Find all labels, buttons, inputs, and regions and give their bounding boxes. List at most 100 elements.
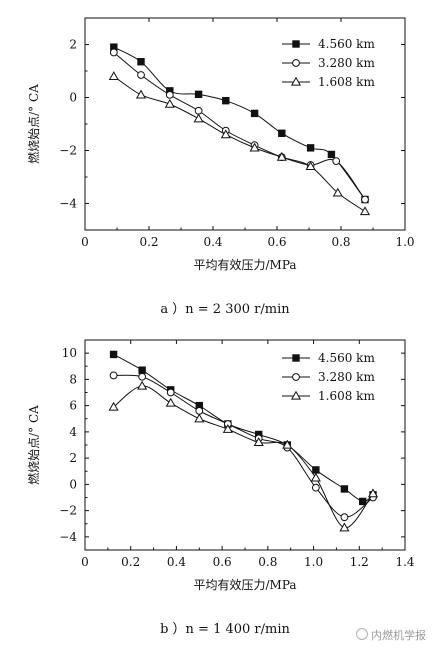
data-point <box>311 483 320 492</box>
data-point <box>137 380 148 390</box>
series-line <box>113 385 374 529</box>
data-point <box>222 424 233 433</box>
y-tick-label: 2 <box>69 38 77 52</box>
data-point <box>164 98 175 108</box>
x-axis-label: 平均有效压力/MPa <box>193 577 296 592</box>
data-point <box>108 71 119 80</box>
x-tick-label: 0.4 <box>203 235 222 249</box>
data-point <box>193 113 204 123</box>
legend-entry: 3.280 km <box>282 56 375 70</box>
y-tick-label: 6 <box>69 399 77 413</box>
x-tick-label: 0.6 <box>267 235 286 249</box>
series-line <box>113 52 366 200</box>
data-point <box>222 96 230 105</box>
data-point <box>220 129 231 139</box>
x-tick-label: 0.2 <box>121 555 140 569</box>
legend-label: 4.560 km <box>318 37 375 51</box>
data-point <box>166 388 175 397</box>
wechat-icon <box>356 628 368 640</box>
data-point <box>306 144 315 152</box>
y-tick-label: −4 <box>59 197 77 211</box>
legend-label: 1.608 km <box>318 75 375 89</box>
data-point <box>137 71 145 79</box>
series-line <box>113 46 366 200</box>
legend-marker <box>292 40 300 48</box>
legend-label: 3.280 km <box>318 56 375 70</box>
y-axis-label: 燃烧始点/° CA <box>26 84 41 164</box>
legend-marker <box>292 354 300 362</box>
data-point <box>135 89 147 99</box>
legend-entry: 3.280 km <box>282 370 375 384</box>
panel-caption: b ）n = 1 400 r/min <box>160 622 290 637</box>
chart-panel-a: 0 0.2 0.4 0.6 0.8 1.0 2 0 −2 −4 平均有效压力/MPa 燃烧始点/° C… <box>26 17 415 317</box>
data-point <box>194 90 203 99</box>
y-tick-label: −4 <box>59 530 77 544</box>
legend-label: 3.280 km <box>318 370 375 384</box>
series-open-triangle <box>108 71 371 216</box>
data-point <box>138 372 147 381</box>
legend-marker <box>292 373 300 381</box>
y-tick-label: −2 <box>59 144 77 158</box>
legend-entry: 1.608 km <box>282 389 375 403</box>
legend-entry: 1.608 km <box>282 75 375 89</box>
data-point <box>367 488 379 498</box>
chart-panel-b: 0 0.2 0.4 0.6 0.8 1.0 1.2 1.4 10 8 6 4 2 0 −2 −4 平均有效压力/… <box>26 339 415 637</box>
data-point <box>165 397 176 407</box>
data-point <box>278 129 286 137</box>
data-point <box>340 513 349 522</box>
legend-label: 1.608 km <box>318 389 375 403</box>
data-point <box>138 366 146 374</box>
data-point <box>339 522 350 532</box>
x-tick-label: 0 <box>81 235 89 249</box>
data-point <box>305 161 316 171</box>
data-point <box>359 206 371 216</box>
legend-marker <box>290 390 302 400</box>
y-axis-label: 燃烧始点/° CA <box>26 405 41 485</box>
data-point <box>282 439 293 449</box>
legend-entry: 4.560 km <box>282 37 375 51</box>
x-tick-label: 1.4 <box>395 555 414 569</box>
series-open-circle <box>109 48 369 204</box>
y-tick-label: 4 <box>69 425 77 439</box>
x-tick-label: 0.4 <box>167 555 186 569</box>
data-point <box>108 401 119 411</box>
y-tick-label: 0 <box>69 91 77 105</box>
y-tick-label: 10 <box>62 346 77 360</box>
data-point <box>310 472 321 482</box>
legend-label: 4.560 km <box>318 351 375 365</box>
data-point <box>332 187 343 197</box>
data-point <box>109 371 118 380</box>
series-line <box>113 75 366 212</box>
watermark-text: 内燃机学报 <box>371 629 426 642</box>
y-tick-label: 8 <box>69 372 77 386</box>
data-point <box>253 437 264 447</box>
x-tick-label: 0.2 <box>139 235 158 249</box>
data-point <box>249 142 260 152</box>
data-point <box>276 151 287 161</box>
watermark: 内燃机学报 <box>356 627 426 643</box>
data-point <box>327 150 336 159</box>
x-tick-label: 1.0 <box>395 235 414 249</box>
panel-caption: a ）n = 2 300 r/min <box>160 302 290 317</box>
data-point <box>250 109 259 118</box>
x-tick-label: 0.6 <box>213 555 232 569</box>
x-axis-label: 平均有效压力/MPa <box>193 257 296 272</box>
data-point <box>332 157 341 166</box>
data-point <box>109 48 118 57</box>
data-point <box>359 497 367 506</box>
legend-marker <box>290 76 302 86</box>
x-tick-label: 1.2 <box>350 555 369 569</box>
x-tick-label: 0 <box>81 555 89 569</box>
data-point <box>137 58 145 66</box>
y-tick-label: −2 <box>59 504 77 518</box>
x-tick-label: 0.8 <box>331 235 350 249</box>
data-point <box>109 350 118 359</box>
data-point <box>165 90 174 99</box>
data-point <box>195 406 204 415</box>
x-tick-label: 0.8 <box>258 555 277 569</box>
legend-entry: 4.560 km <box>282 351 375 365</box>
series-open-triangle <box>108 380 379 532</box>
y-tick-label: 2 <box>69 451 77 465</box>
data-point <box>340 485 349 493</box>
